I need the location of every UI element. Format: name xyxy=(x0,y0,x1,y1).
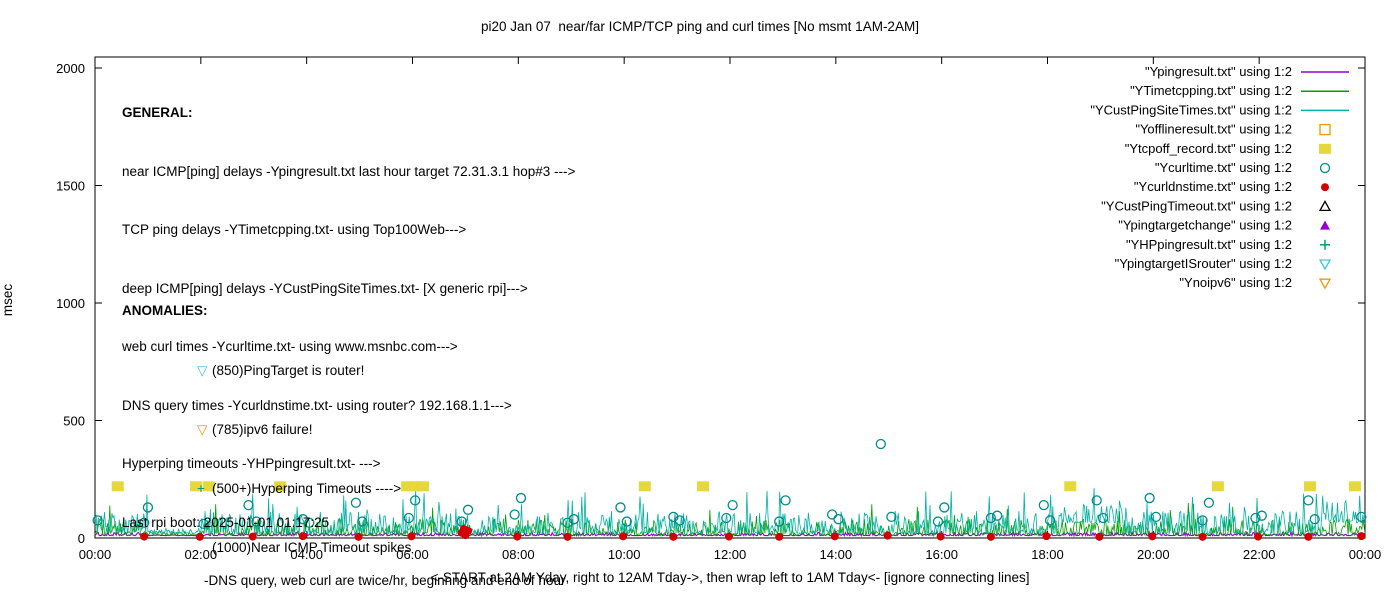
anomaly-text: (785)ipv6 failure! xyxy=(212,421,313,437)
anomalies-heading: ANOMALIES: xyxy=(122,303,208,318)
svg-text:"YCustPingSiteTimes.txt" using: "YCustPingSiteTimes.txt" using 1:2 xyxy=(1090,102,1292,117)
anomaly-text: (1000)Near ICMP Timeout spikes xyxy=(212,539,412,555)
svg-text:00:00: 00:00 xyxy=(1349,547,1382,562)
anomaly-item: (1000)Near ICMP Timeout spikes xyxy=(197,538,411,558)
svg-text:"Ynoipv6" using 1:2: "Ynoipv6" using 1:2 xyxy=(1179,275,1292,290)
anomaly-text: (850)PingTarget is router! xyxy=(212,363,365,379)
anomaly-text: (500+)Hyperping Timeouts ----> xyxy=(212,480,402,496)
anomaly-item: + (500+)Hyperping Timeouts ----> xyxy=(197,479,411,499)
general-line: near ICMP[ping] delays -Ypingresult.txt … xyxy=(122,163,576,179)
general-note: -DNS query, web curl are twice/hr, begin… xyxy=(204,573,566,588)
svg-text:18:00: 18:00 xyxy=(1031,547,1064,562)
anomaly-marker-icon: + xyxy=(197,480,205,496)
svg-text:08:00: 08:00 xyxy=(502,547,535,562)
svg-text:0: 0 xyxy=(78,531,85,546)
svg-text:10:00: 10:00 xyxy=(608,547,641,562)
y-axis-label: msec xyxy=(0,283,15,317)
svg-text:1500: 1500 xyxy=(56,179,85,194)
svg-text:"Yofflineresult.txt" using 1:2: "Yofflineresult.txt" using 1:2 xyxy=(1135,122,1292,137)
general-line: Hyperping timeouts -YHPpingresult.txt- -… xyxy=(122,456,381,471)
chart-title: pi20 Jan 07 near/far ICMP/TCP ping and c… xyxy=(481,19,919,34)
svg-text:"Ytcpoff_record.txt" using 1:2: "Ytcpoff_record.txt" using 1:2 xyxy=(1125,141,1292,156)
svg-text:16:00: 16:00 xyxy=(925,547,958,562)
anomaly-item: ▽ (850)PingTarget is router! xyxy=(197,361,411,381)
svg-text:1000: 1000 xyxy=(56,296,85,311)
svg-text:"YTimetcpping.txt" using 1:2: "YTimetcpping.txt" using 1:2 xyxy=(1130,83,1292,98)
svg-text:02:00: 02:00 xyxy=(185,547,218,562)
anomaly-marker-icon: ▲ xyxy=(197,596,212,600)
svg-text:"YpingtargetISrouter" using 1:: "YpingtargetISrouter" using 1:2 xyxy=(1115,256,1292,271)
general-line: web curl times -Ycurltime.txt- using www… xyxy=(122,339,458,354)
svg-text:06:00: 06:00 xyxy=(396,547,429,562)
general-heading: GENERAL: xyxy=(122,105,193,120)
general-line: DNS query times -Ycurldnstime.txt- using… xyxy=(122,397,512,413)
anomaly-marker-icon: ▽ xyxy=(197,421,208,437)
anomaly-marker-icon: ▽ xyxy=(197,363,208,379)
anomaly-text: (550)Ping Target Changes ---> xyxy=(212,598,394,600)
anomalies-text-block: ▽ (850)PingTarget is router! ▽ (785)ipv6 f… xyxy=(197,322,411,600)
general-text-block: GENERAL: near ICMP[ping] delays -Ypingre… xyxy=(122,64,611,600)
svg-text:"Ypingtargetchange" using 1:2: "Ypingtargetchange" using 1:2 xyxy=(1118,218,1292,233)
general-line: TCP ping delays -YTimetcpping.txt- using… xyxy=(122,222,467,237)
svg-text:"YCustPingTimeout.txt" using 1: "YCustPingTimeout.txt" using 1:2 xyxy=(1101,198,1292,213)
anomaly-item: ▽ (785)ipv6 failure! xyxy=(197,420,411,440)
svg-text:04:00: 04:00 xyxy=(290,547,323,562)
svg-text:"Ypingresult.txt" using 1:2: "Ypingresult.txt" using 1:2 xyxy=(1145,64,1292,79)
general-line: deep ICMP[ping] delays -YCustPingSiteTim… xyxy=(122,280,528,296)
x-axis-label: <-START at 2AM Yday, right to 12AM Tday-… xyxy=(430,570,1030,585)
general-line: Last rpi boot: 2025-01-01 01:17:25 xyxy=(122,514,330,530)
svg-text:22:00: 22:00 xyxy=(1243,547,1276,562)
svg-text:"Ycurldnstime.txt" using 1:2: "Ycurldnstime.txt" using 1:2 xyxy=(1134,179,1292,194)
svg-text:12:00: 12:00 xyxy=(714,547,747,562)
svg-text:2000: 2000 xyxy=(56,61,85,76)
svg-text:14:00: 14:00 xyxy=(820,547,853,562)
anomaly-item: ▲(550)Ping Target Changes ---> xyxy=(197,596,411,600)
svg-text:"YHPpingresult.txt" using 1:2: "YHPpingresult.txt" using 1:2 xyxy=(1126,237,1292,252)
svg-text:00:00: 00:00 xyxy=(79,547,112,562)
svg-text:20:00: 20:00 xyxy=(1137,547,1170,562)
svg-text:500: 500 xyxy=(63,414,85,429)
svg-text:"Ycurltime.txt" using 1:2: "Ycurltime.txt" using 1:2 xyxy=(1155,160,1292,175)
